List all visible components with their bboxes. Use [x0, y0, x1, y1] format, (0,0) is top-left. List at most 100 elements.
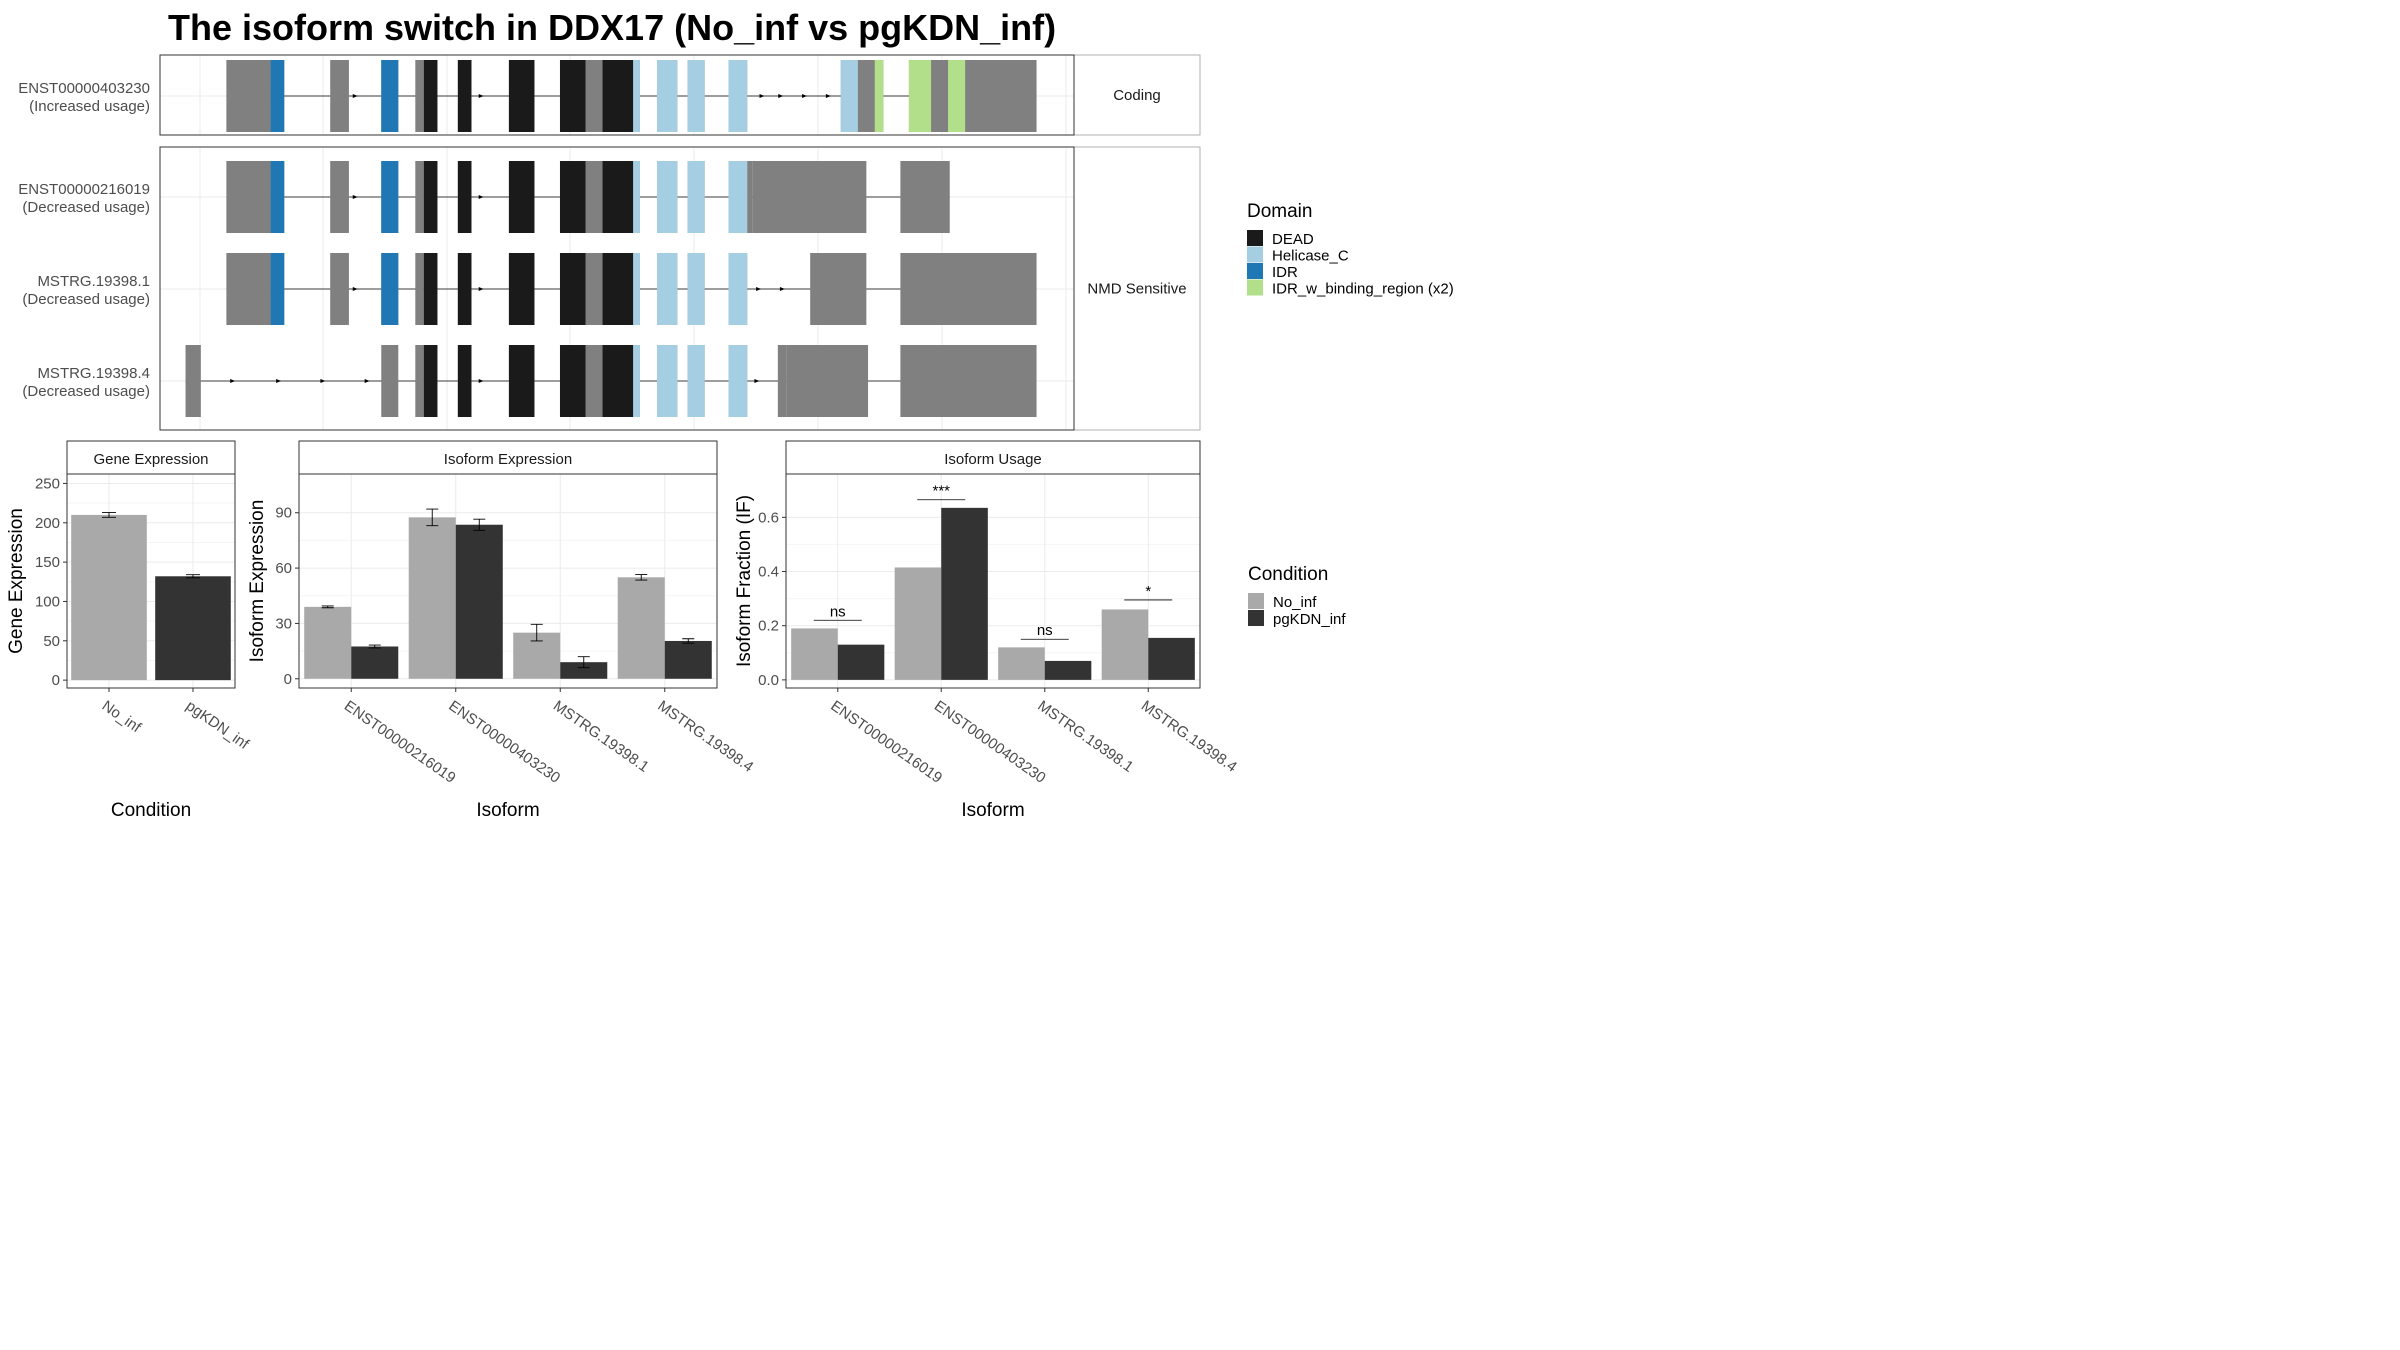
domain-block [559, 253, 586, 325]
exon-block [381, 345, 399, 417]
domain-block [423, 345, 438, 417]
y-axis-title: Isoform Fraction (IF) [734, 495, 755, 667]
x-axis-title: Isoform [961, 800, 1024, 821]
isoform-switch-figure: The isoform switch in DDX17 (No_inf vs p… [6, 7, 1454, 821]
strand-arrow [825, 94, 831, 98]
x-axis-title: Isoform [476, 800, 539, 821]
isoform-id-label: ENST00000403230 [18, 80, 150, 97]
x-tick-label: MSTRG.19398.4 [1138, 697, 1240, 775]
exon-block [900, 161, 950, 233]
domain-block [633, 345, 640, 417]
x-tick-label: pgKDN_inf [183, 697, 253, 753]
bar-pgKDN_inf [1044, 660, 1092, 680]
exon-block [226, 253, 271, 325]
x-tick-label: ENST00000403230 [445, 697, 563, 787]
domain-block [457, 60, 472, 132]
domain-legend-swatch [1247, 279, 1263, 296]
error-bar [682, 638, 695, 644]
exon-block [857, 60, 875, 132]
legends: Domain DEADHelicase_CIDRIDR_w_binding_reg… [1247, 201, 1454, 628]
domain-legend-swatch [1247, 263, 1263, 279]
strand-arrow [276, 379, 282, 383]
y-axis-title: Isoform Expression [247, 500, 268, 663]
isoform-usage-label: (Decreased usage) [22, 199, 150, 216]
bar-No_inf [894, 567, 942, 680]
y-tick-label: 50 [43, 633, 60, 650]
exon-block [900, 345, 1037, 417]
isoform-structure-panel: Coding NMD Sensitive ENST00000403230(Incre… [18, 54, 1201, 431]
chart-panel-border [66, 473, 236, 689]
isoform-id-label: ENST00000216019 [18, 181, 150, 198]
chart-2: Isoform Usage ns *** ns * 0.0 0.2 0.4 0.6 ENST000… [734, 440, 1240, 821]
bar-pgKDN_inf [941, 507, 988, 680]
error-bar [426, 508, 439, 527]
bar-pgKDN_inf [664, 640, 712, 679]
structure-panel-border [159, 54, 1075, 136]
x-tick-label: ENST00000403230 [931, 697, 1049, 787]
domain-block [728, 60, 748, 132]
exon-block [226, 161, 271, 233]
figure-title: The isoform switch in DDX17 (No_inf vs p… [168, 7, 1056, 48]
strand-arrow [352, 94, 358, 98]
chart-title: Isoform Expression [444, 451, 572, 468]
chart-title: Isoform Usage [944, 451, 1042, 468]
domain-block [633, 161, 640, 233]
exon-block [585, 60, 603, 132]
domain-block [948, 60, 966, 132]
y-tick-label: 60 [275, 560, 292, 577]
strand-arrow [478, 195, 484, 199]
domain-block [840, 60, 858, 132]
exon-block [585, 345, 603, 417]
domain-block [508, 253, 535, 325]
exon-block [965, 60, 1037, 132]
significance-label: * [1145, 583, 1151, 600]
strand-arrow [478, 379, 484, 383]
strand-arrow [759, 94, 765, 98]
bar-No_inf [617, 577, 665, 679]
exon-block [415, 161, 424, 233]
y-tick-label: 30 [275, 615, 292, 632]
significance-label: ns [830, 603, 846, 620]
domain-block [559, 345, 586, 417]
bar-pgKDN_inf [560, 662, 608, 679]
significance-label: *** [932, 483, 950, 500]
isoform-id-label: MSTRG.19398.1 [37, 273, 150, 290]
domain-block [457, 161, 472, 233]
exon-block [816, 253, 867, 325]
x-tick-label: No_inf [99, 697, 145, 736]
domain-block [728, 161, 748, 233]
exon-block [226, 60, 271, 132]
y-tick-label: 0.4 [758, 564, 779, 581]
exon-block [330, 60, 349, 132]
x-tick-label: MSTRG.19398.1 [1034, 697, 1136, 775]
strand-arrow [478, 287, 484, 291]
domain-block [687, 161, 705, 233]
domain-block [874, 60, 884, 132]
chart-1: Isoform Expression 0 30 60 90 ENST00000216019… [247, 440, 756, 821]
domain-block [559, 60, 586, 132]
x-tick-label: ENST00000216019 [827, 697, 945, 787]
exon-block [415, 253, 424, 325]
strand-arrow [320, 379, 326, 383]
isoform-usage-label: (Decreased usage) [22, 291, 150, 308]
x-axis-title: Condition [111, 800, 191, 821]
domain-legend-swatch [1247, 246, 1263, 263]
domain-block [656, 60, 678, 132]
domain-block [508, 345, 535, 417]
bar-No_inf [408, 517, 456, 679]
chart-0: Gene Expression 0 50 100 150 200 250 No_inf pgKD… [6, 440, 253, 821]
domain-block [602, 345, 634, 417]
bar-pgKDN_inf [155, 576, 231, 681]
domain-block [633, 60, 640, 132]
chart-panel-border [298, 473, 718, 689]
y-tick-label: 100 [35, 593, 60, 610]
y-tick-label: 90 [275, 505, 292, 522]
error-bar [368, 644, 381, 649]
structure-panel-border [159, 146, 1075, 431]
bar-pgKDN_inf [455, 524, 503, 679]
x-tick-label: ENST00000216019 [341, 697, 459, 787]
facet-strip-1 [1073, 146, 1201, 431]
domain-block [381, 161, 399, 233]
condition-legend-label: pgKDN_inf [1273, 611, 1346, 628]
domain-block [602, 253, 634, 325]
